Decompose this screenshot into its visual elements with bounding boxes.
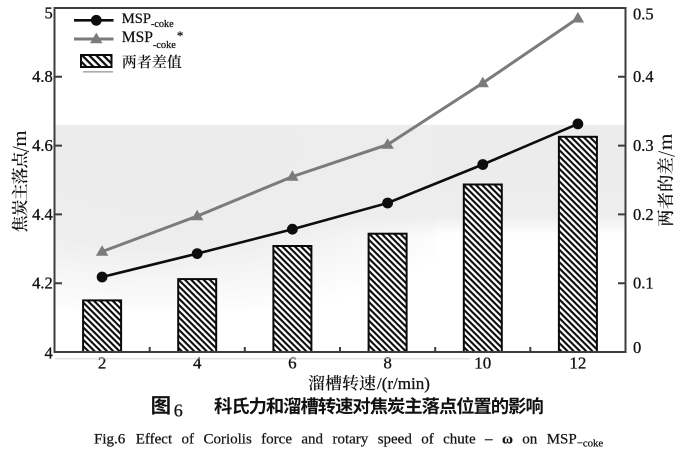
svg-text:0.3: 0.3	[633, 136, 654, 155]
svg-text:/(r/min): /(r/min)	[377, 374, 430, 393]
svg-text:0.1: 0.1	[633, 274, 654, 293]
svg-text:4.8: 4.8	[32, 67, 53, 86]
svg-text:4: 4	[193, 353, 202, 372]
svg-text:MSP-coke: MSP-coke	[122, 11, 174, 30]
svg-text:0.5: 0.5	[633, 4, 654, 23]
svg-text:4.6: 4.6	[32, 136, 53, 155]
svg-text:0: 0	[633, 338, 641, 357]
svg-text:4.2: 4.2	[32, 274, 53, 293]
svg-text:5: 5	[44, 3, 52, 22]
svg-text:4.4: 4.4	[32, 205, 53, 224]
svg-text:8: 8	[383, 353, 392, 372]
svg-text:12: 12	[569, 353, 586, 372]
svg-text:0.2: 0.2	[633, 205, 654, 224]
svg-text:10: 10	[474, 353, 491, 372]
svg-text:MSP-coke*: MSP-coke*	[122, 28, 184, 51]
svg-text:6: 6	[174, 400, 183, 420]
svg-text:0.4: 0.4	[633, 67, 654, 86]
svg-text:2: 2	[98, 353, 107, 372]
svg-text:4: 4	[44, 343, 52, 362]
svg-text:6: 6	[288, 353, 297, 372]
